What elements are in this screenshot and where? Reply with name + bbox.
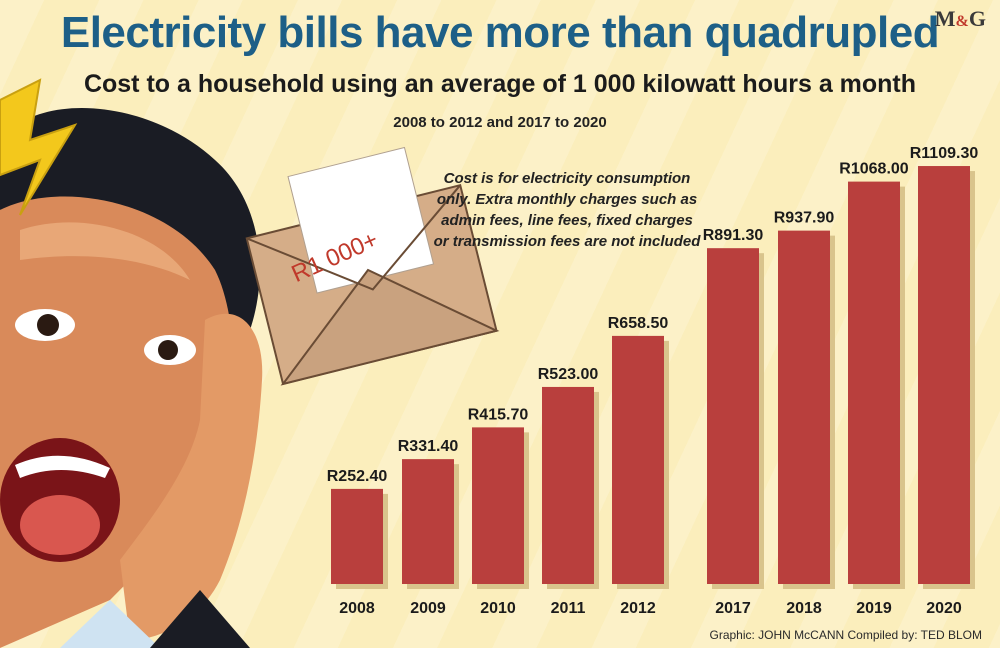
- logo-text-amp: &: [955, 13, 969, 30]
- category-label-2012: 2012: [620, 600, 656, 617]
- teeth: [15, 455, 110, 478]
- value-label-2010: R415.70: [468, 406, 529, 423]
- page-title: Electricity bills have more than quadrup…: [60, 8, 940, 57]
- collar-shape: [60, 600, 160, 648]
- right-pupil: [158, 340, 178, 360]
- face-highlight: [20, 222, 190, 280]
- bar-2010: [472, 427, 524, 584]
- value-label-2011: R523.00: [538, 366, 599, 383]
- value-label-2008: R252.40: [327, 468, 388, 485]
- hand-shape: [120, 313, 263, 640]
- bar-2020: [918, 166, 970, 585]
- bar-2011: [542, 386, 594, 584]
- category-label-2009: 2009: [410, 600, 446, 617]
- date-range: 2008 to 2012 and 2017 to 2020: [393, 114, 607, 131]
- lightning-bolt-icon: [0, 78, 78, 216]
- bar-2018: [778, 230, 830, 585]
- category-label-2019: 2019: [856, 600, 892, 617]
- category-label-2011: 2011: [551, 600, 586, 617]
- left-pupil: [37, 314, 59, 336]
- bar-2008: [331, 488, 383, 584]
- logo-text-g: G: [968, 6, 986, 31]
- chart-note: Cost is for electricity consumption only…: [433, 170, 701, 250]
- logo-text-m: M: [934, 6, 956, 31]
- credits: Graphic: JOHN McCANN Compiled by: TED BL…: [709, 628, 982, 642]
- jacket-shape: [150, 590, 250, 648]
- bar-2017: [707, 248, 759, 584]
- bar-2012: [612, 335, 664, 584]
- tongue: [20, 495, 100, 555]
- envelope-icon: [245, 146, 500, 386]
- bar-2009: [402, 459, 454, 584]
- bar-2019: [848, 181, 900, 585]
- logo: M&G: [935, 6, 986, 32]
- category-label-2008: 2008: [339, 600, 375, 617]
- value-label-2018: R937.90: [774, 210, 835, 227]
- category-label-2020: 2020: [926, 600, 962, 617]
- value-label-2012: R658.50: [608, 315, 669, 332]
- category-label-2010: 2010: [480, 600, 516, 617]
- value-label-2020: R1109.30: [910, 145, 979, 162]
- value-label-2009: R331.40: [398, 438, 459, 455]
- category-label-2018: 2018: [786, 600, 822, 617]
- page-subtitle: Cost to a household using an average of …: [83, 70, 917, 98]
- value-label-2017: R891.30: [703, 227, 764, 244]
- value-label-2019: R1068.00: [839, 161, 908, 178]
- category-label-2017: 2017: [715, 600, 751, 617]
